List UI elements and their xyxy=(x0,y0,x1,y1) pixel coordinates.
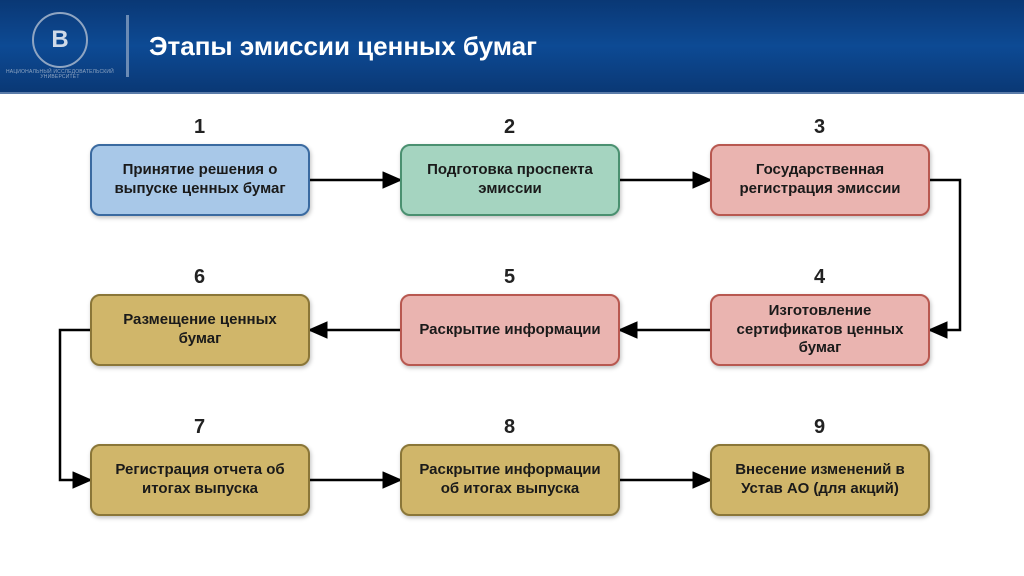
flow-node-number-9: 9 xyxy=(814,416,825,439)
flow-node-1: Принятие решения о выпуске ценных бумаг xyxy=(90,144,310,216)
header-divider xyxy=(126,15,129,77)
slide-header: В НАЦИОНАЛЬНЫЙ ИССЛЕДОВАТЕЛЬСКИЙ УНИВЕРС… xyxy=(0,0,1024,94)
flow-node-6: Размещение ценных бумаг xyxy=(90,294,310,366)
flow-node-number-8: 8 xyxy=(504,416,515,439)
flow-node-number-6: 6 xyxy=(194,266,205,289)
flow-node-number-1: 1 xyxy=(194,116,205,139)
flow-node-number-2: 2 xyxy=(504,116,515,139)
flow-node-3: Государственная регистрация эмиссии xyxy=(710,144,930,216)
flowchart: Принятие решения о выпуске ценных бумаг 1… xyxy=(0,94,1024,576)
flow-node-number-7: 7 xyxy=(194,416,205,439)
flow-node-number-4: 4 xyxy=(814,266,825,289)
flow-node-9: Внесение изменений в Устав АО (для акций… xyxy=(710,444,930,516)
logo-block: В НАЦИОНАЛЬНЫЙ ИССЛЕДОВАТЕЛЬСКИЙ УНИВЕРС… xyxy=(0,0,120,93)
flow-node-2: Подготовка проспекта эмиссии xyxy=(400,144,620,216)
flow-node-number-3: 3 xyxy=(814,116,825,139)
flow-node-8: Раскрытие информации об итогах выпуска xyxy=(400,444,620,516)
flow-node-number-5: 5 xyxy=(504,266,515,289)
flow-node-7: Регистрация отчета об итогах выпуска xyxy=(90,444,310,516)
flow-node-5: Раскрытие информации xyxy=(400,294,620,366)
slide-title: Этапы эмиссии ценных бумаг xyxy=(149,31,537,62)
logo-icon: В xyxy=(32,12,88,68)
flow-node-4: Изготовление сертификатов ценных бумаг xyxy=(710,294,930,366)
logo-subtitle: НАЦИОНАЛЬНЫЙ ИССЛЕДОВАТЕЛЬСКИЙ УНИВЕРСИТ… xyxy=(0,70,120,81)
